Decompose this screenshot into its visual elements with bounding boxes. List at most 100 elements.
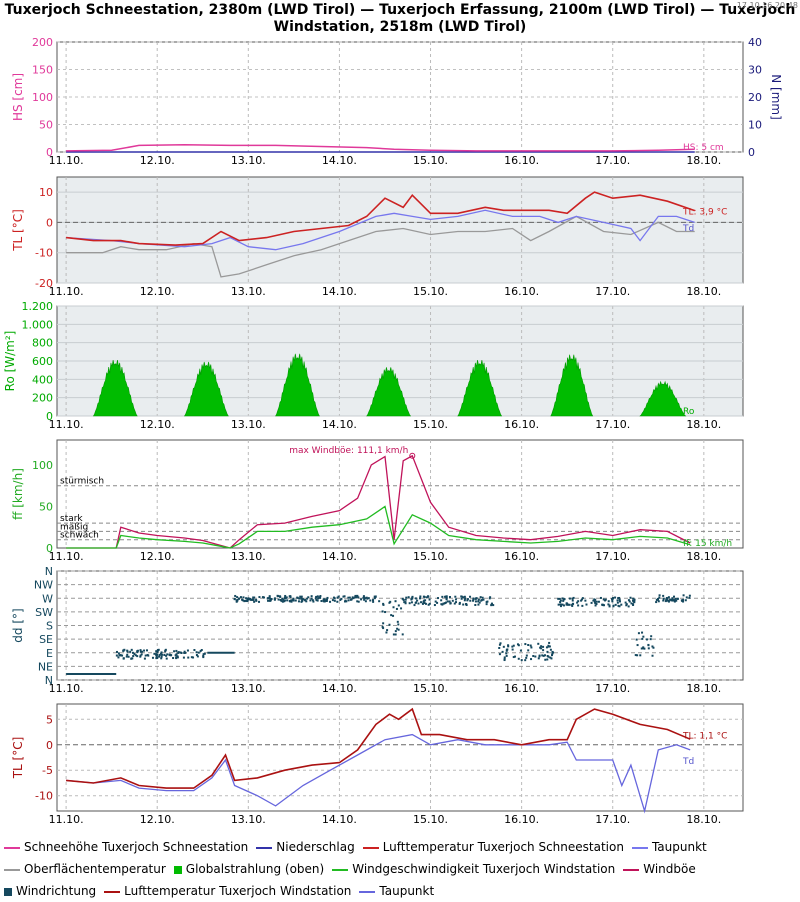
wind-direction-point (673, 600, 676, 603)
wind-direction-point (674, 597, 677, 600)
wind-direction-point (480, 599, 483, 602)
wind-direction-point (318, 596, 321, 599)
wind-direction-point (131, 651, 134, 654)
wind-direction-point (502, 645, 505, 648)
x-tick-label: 15.10. (413, 418, 448, 431)
wind-direction-point (633, 598, 636, 601)
wind-direction-point (514, 655, 517, 658)
wind-direction-point (183, 651, 186, 654)
wind-direction-point (448, 600, 451, 603)
wind-direction-point (403, 601, 406, 604)
wind-direction-point (126, 653, 129, 656)
wind-direction-point (611, 598, 614, 601)
wind-direction-point (628, 600, 631, 603)
legend-swatch (362, 846, 379, 849)
wind-direction-point (423, 595, 426, 598)
series-line-dewpoint (66, 733, 691, 814)
wind-direction-point (466, 598, 469, 601)
wind-direction-point (462, 596, 465, 599)
wind-direction-point (505, 652, 508, 655)
wind-direction-point (156, 651, 159, 654)
radiation-area-day-6 (550, 354, 594, 417)
wind-direction-point (344, 599, 347, 602)
wind-direction-point (175, 656, 178, 659)
wind-direction-point (122, 649, 125, 652)
wind-direction-point (140, 653, 143, 656)
wind-direction-point (577, 600, 580, 603)
wind-direction-point (498, 653, 501, 656)
wind-direction-point (363, 596, 366, 599)
x-tick-label: 17.10. (595, 154, 630, 167)
wind-direction-point (355, 596, 358, 599)
wind-direction-point (688, 596, 691, 599)
wind-direction-point (417, 602, 420, 605)
legend-swatch (256, 846, 273, 849)
radiation-area-day-2 (183, 361, 229, 417)
wind-direction-point (385, 631, 388, 634)
wind-direction-point (616, 599, 619, 602)
wind-direction-point (602, 598, 605, 601)
wind-direction-point (235, 600, 238, 603)
legend-swatch (4, 846, 20, 849)
wind-direction-point (155, 655, 158, 658)
wind-direction-point (425, 596, 428, 599)
wind-direction-point (423, 601, 426, 604)
wind-direction-point (357, 596, 360, 599)
wind-direction-point (340, 597, 343, 600)
wind-direction-point (252, 596, 255, 599)
wind-direction-point (382, 627, 385, 630)
x-tick-label: 15.10. (413, 285, 448, 298)
wind-direction-point (117, 656, 120, 659)
wind-direction-point (594, 598, 597, 601)
wind-direction-point (151, 656, 154, 659)
wind-direction-point (373, 597, 376, 600)
wind-direction-point (195, 654, 198, 657)
wind-direction-point (143, 649, 146, 652)
x-tick-label: 12.10. (140, 682, 175, 695)
wind-direction-point (300, 597, 303, 600)
series-line-air-temperature (66, 707, 691, 789)
legend-item: Windböe (623, 858, 696, 880)
wind-direction-point (561, 603, 564, 606)
wind-direction-point (157, 648, 160, 651)
wind-direction-point (688, 594, 691, 597)
wind-direction-point (333, 599, 336, 602)
wind-direction-point (290, 599, 293, 602)
wind-direction-point (685, 596, 688, 599)
wind-direction-point (520, 659, 523, 662)
wind-direction-point (559, 605, 562, 608)
wind-direction-point (132, 655, 135, 658)
wind-direction-point (115, 650, 118, 653)
x-tick-label: 18.10. (686, 418, 721, 431)
wind-direction-point (315, 599, 318, 602)
wind-direction-point (525, 654, 528, 657)
wind-direction-point (300, 600, 303, 603)
legend-item: Oberflächentemperatur (4, 858, 166, 880)
wind-direction-point (561, 597, 564, 600)
wind-direction-point (299, 595, 302, 598)
x-tick-label: 12.10. (140, 285, 175, 298)
wind-direction-point (673, 599, 676, 602)
wind-direction-point (190, 656, 193, 659)
legend-item: Lufttemperatur Tuxerjoch Schneestation (362, 836, 624, 858)
wind-direction-point (641, 631, 644, 634)
legend-swatch (623, 868, 640, 871)
wind-direction-point (336, 596, 339, 599)
wind-direction-point (505, 654, 508, 657)
y-tick-label: 5 (46, 713, 53, 726)
wind-direction-point (400, 607, 403, 610)
wind-direction-point (176, 656, 179, 659)
legend: Schneehöhe Tuxerjoch Schneestation Nieder… (4, 836, 796, 902)
wind-direction-point (664, 600, 667, 603)
wind-direction-point (390, 614, 393, 617)
x-tick-label: 17.10. (595, 813, 630, 826)
wind-direction-point (119, 654, 122, 657)
annotation-label: Ro (683, 407, 695, 417)
wind-direction-point (485, 601, 488, 604)
wind-direction-point (155, 654, 158, 657)
wind-direction-point (187, 656, 190, 659)
wind-direction-point (534, 655, 537, 658)
wind-direction-point (647, 647, 650, 650)
wind-direction-point (126, 649, 129, 652)
wind-direction-point (590, 601, 593, 604)
